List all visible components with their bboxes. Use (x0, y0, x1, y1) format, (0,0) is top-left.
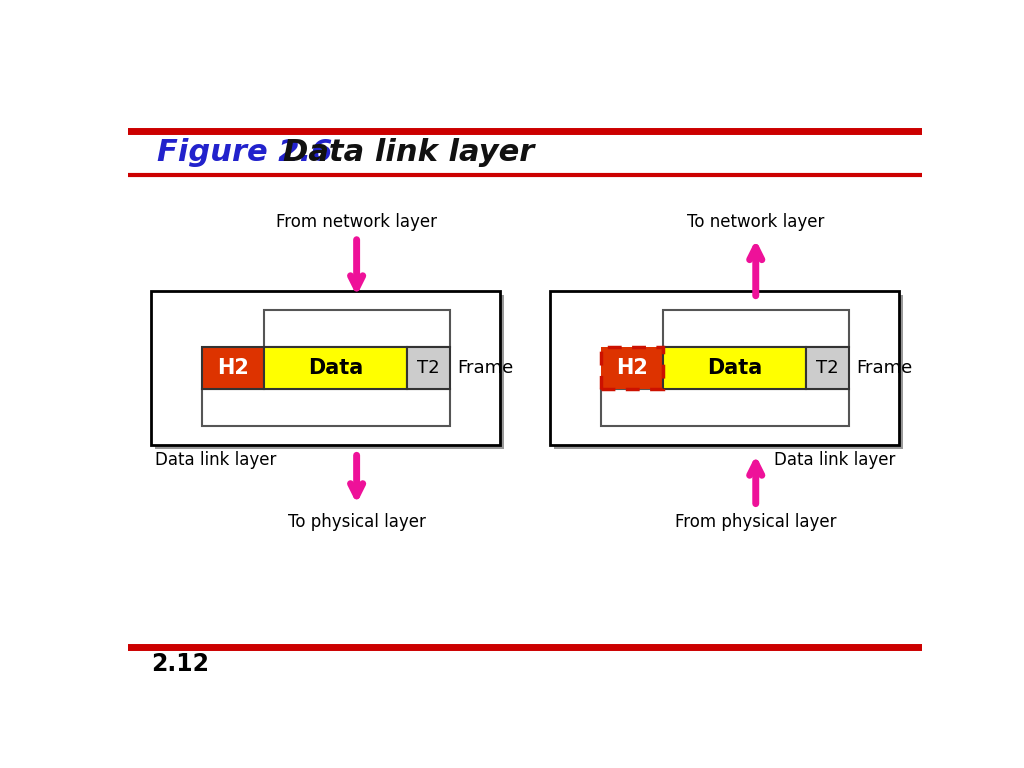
Bar (263, 310, 450, 346)
Bar (263, 346, 407, 389)
Text: From physical layer: From physical layer (675, 512, 837, 531)
Bar (407, 346, 450, 389)
Bar (554, 295, 903, 449)
Text: Figure 2.6: Figure 2.6 (158, 137, 333, 167)
Text: H2: H2 (217, 358, 249, 378)
Text: 2.12: 2.12 (152, 652, 209, 677)
Text: Data link layer: Data link layer (155, 451, 276, 469)
Text: Data link layer: Data link layer (774, 451, 895, 469)
Bar (202, 346, 263, 389)
Bar (202, 389, 450, 425)
Bar (152, 291, 500, 445)
Bar (663, 346, 806, 389)
Bar (806, 346, 849, 389)
Bar (155, 295, 504, 449)
Text: T2: T2 (816, 359, 839, 377)
Text: From network layer: From network layer (276, 213, 437, 230)
Bar (663, 310, 849, 346)
Bar (601, 346, 663, 389)
Text: T2: T2 (417, 359, 439, 377)
Bar (601, 346, 663, 389)
Text: Frame: Frame (458, 359, 514, 377)
Text: To physical layer: To physical layer (288, 512, 426, 531)
Bar (601, 389, 849, 425)
Text: Data link layer: Data link layer (283, 137, 535, 167)
Text: H2: H2 (615, 358, 648, 378)
Text: Data: Data (307, 358, 362, 378)
Text: Data: Data (707, 358, 762, 378)
Text: Frame: Frame (856, 359, 912, 377)
Bar (550, 291, 899, 445)
Text: To network layer: To network layer (687, 213, 824, 230)
